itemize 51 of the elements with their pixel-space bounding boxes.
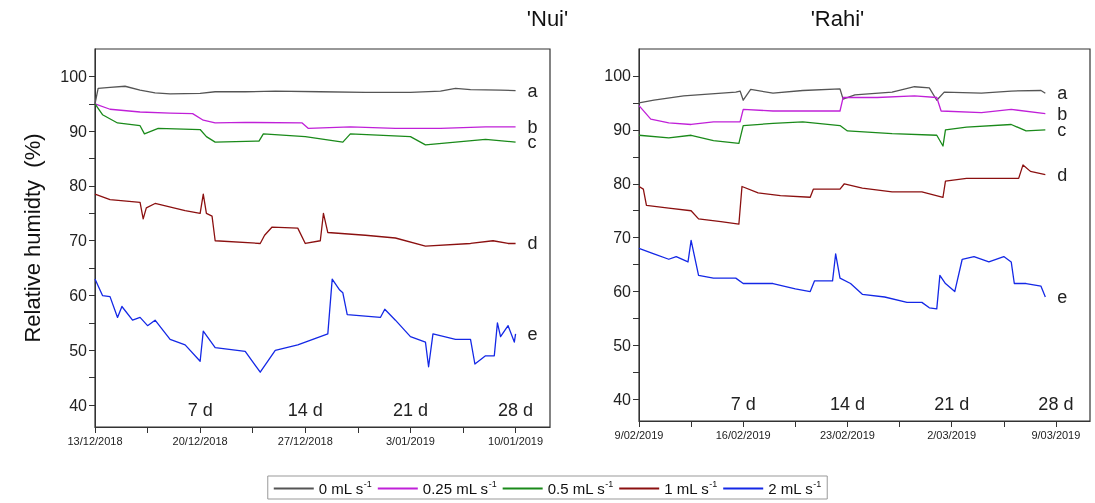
line-series	[638, 86, 1046, 104]
y-tick-label: 40	[69, 396, 88, 414]
y-tick-label: 70	[613, 229, 632, 247]
y-tick-label: 90	[613, 121, 632, 139]
x-tick-label: 23/02/2019	[819, 428, 875, 441]
annotation: 28 d	[498, 400, 534, 420]
y-tick-label: 60	[613, 283, 632, 301]
annotation: a	[527, 80, 539, 101]
x-tick-label: 3/01/2019	[385, 434, 435, 447]
annotation: 14 d	[287, 400, 323, 420]
line-series	[94, 103, 517, 146]
y-tick-label: 70	[69, 232, 88, 250]
x-tick-label: 20/12/2018	[172, 434, 228, 447]
line-series	[94, 278, 517, 373]
y-axis-title: Relative humidty (%)	[19, 133, 45, 343]
line-series	[638, 239, 1046, 310]
annotation: e	[527, 323, 538, 344]
x-tick-label: 9/03/2019	[1031, 428, 1081, 441]
annotation: d	[1057, 164, 1068, 185]
annotation: 21 d	[934, 394, 970, 414]
annotation: 7 d	[730, 394, 756, 414]
annotation: e	[1057, 287, 1068, 307]
y-tick-label: 60	[69, 287, 88, 305]
chart-title: 'Nui'	[526, 5, 569, 31]
annotation: d	[527, 233, 538, 254]
line-series	[638, 164, 1046, 225]
y-tick-label: 80	[69, 177, 88, 195]
x-tick-label: 9/02/2019	[614, 428, 664, 441]
annotation: 21 d	[392, 400, 428, 420]
line-series	[638, 95, 1046, 126]
chart-title: 'Rahi'	[810, 5, 865, 31]
x-tick-label: 27/12/2018	[277, 434, 333, 447]
x-tick-label: 2/03/2019	[927, 428, 977, 441]
annotation: 28 d	[1038, 394, 1074, 414]
y-tick-label: 100	[604, 67, 632, 85]
x-tick-label: 10/01/2019	[488, 434, 544, 447]
line-series	[94, 103, 517, 130]
annotation: a	[1057, 83, 1069, 104]
line-series	[94, 85, 517, 105]
annotation: 14 d	[829, 394, 865, 414]
y-tick-label: 50	[69, 341, 88, 359]
line-series	[638, 121, 1046, 147]
y-tick-label: 50	[613, 337, 632, 355]
y-tick-label: 100	[60, 67, 88, 85]
y-tick-label: 90	[69, 122, 88, 140]
x-tick-label: 13/12/2018	[67, 434, 123, 447]
y-tick-label: 40	[613, 390, 632, 408]
line-series	[94, 193, 517, 247]
annotation: 7 d	[187, 400, 213, 420]
y-tick-label: 80	[613, 175, 632, 193]
x-tick-label: 16/02/2019	[715, 428, 771, 441]
